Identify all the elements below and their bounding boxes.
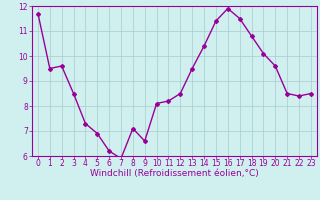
- X-axis label: Windchill (Refroidissement éolien,°C): Windchill (Refroidissement éolien,°C): [90, 169, 259, 178]
